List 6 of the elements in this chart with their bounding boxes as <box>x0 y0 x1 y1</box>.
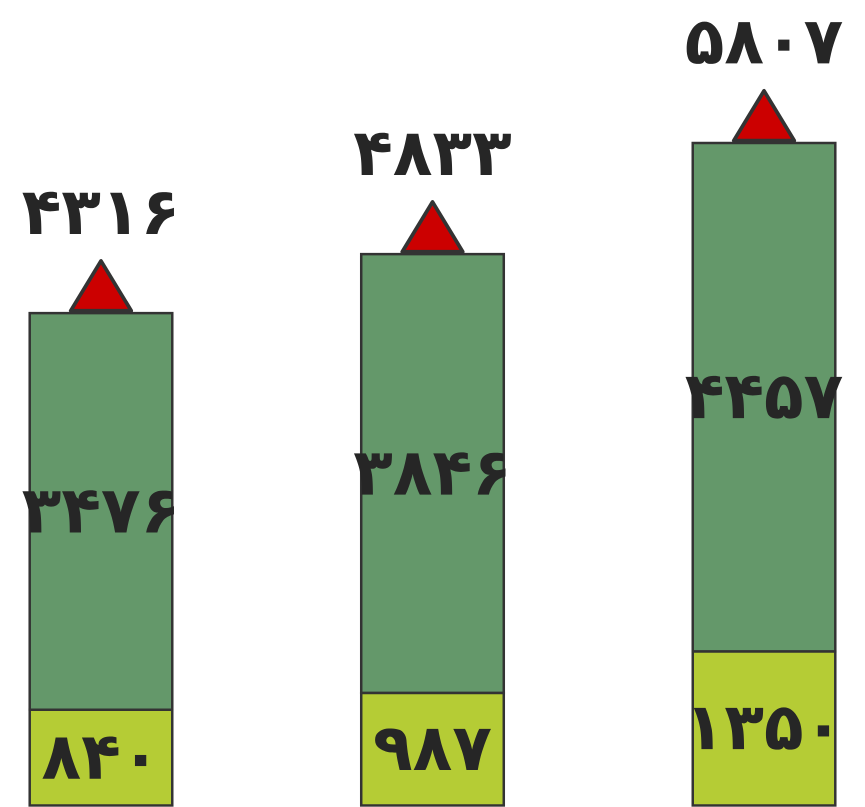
total-label: ۴۳۱۶ <box>22 192 174 234</box>
data-label: ۱۳۵۰ <box>694 708 830 750</box>
data-label: ۹۸۷ <box>375 728 492 770</box>
total-label: ۵۸۰۷ <box>686 22 842 64</box>
data-label: ۸۴۰ <box>42 736 146 779</box>
total-label: ۴۸۳۳ <box>354 132 511 176</box>
